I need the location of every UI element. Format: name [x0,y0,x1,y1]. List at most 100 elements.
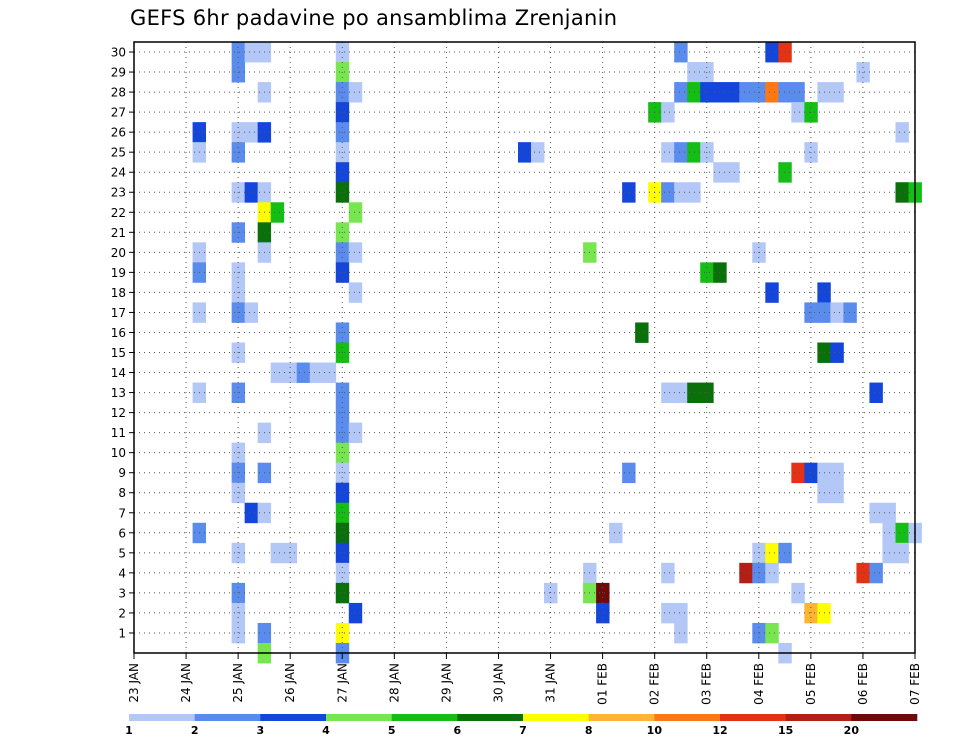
heatmap-cell [739,82,753,103]
heatmap-cell [348,282,363,303]
y-tick-label: 20 [111,246,126,260]
heatmap-cell [335,522,350,544]
colorbar-swatch [720,714,786,721]
colorbar-swatch [129,714,195,721]
grid-lines [134,42,915,653]
y-tick-label: 29 [111,66,126,80]
heatmap-cell [635,322,649,343]
heatmap-cell [270,542,285,564]
heatmap-cell [244,42,259,63]
y-tick-label: 25 [111,146,126,160]
heatmap-cell [791,102,805,123]
heatmap-cell [622,462,636,484]
heatmap-cell [895,182,909,203]
chart-title: GEFS 6hr padavine po ansamblima Zrenjani… [130,6,618,30]
heatmap-cell [869,382,883,403]
heatmap-cell [231,582,246,604]
y-tick-label: 3 [118,586,126,600]
y-tick-label: 16 [111,326,126,340]
heatmap-cell [765,542,779,564]
heatmap-cell [830,82,844,103]
colorbar-tick-label: 2 [191,724,199,737]
heatmap-cell [244,182,259,203]
colorbar-tick-label: 3 [257,724,265,737]
colorbar-swatch [260,714,327,721]
heatmap-cell [830,302,844,323]
heatmap-cell [661,382,675,403]
x-tick-label: 24 JAN [179,663,193,703]
x-tick-label: 02 FEB [648,663,662,705]
heatmap-cell [270,362,285,383]
heatmap-cell [778,42,792,63]
heatmap-cell [348,202,363,223]
heatmap-cell [830,462,844,484]
heatmap-cell [791,462,805,484]
heatmap-cell [739,562,753,584]
heatmap-cell [231,542,246,564]
heatmap-cell [765,282,779,303]
y-tick-label: 6 [118,526,126,540]
colorbar-tick-label: 15 [778,724,793,737]
heatmap-cell [726,82,740,103]
x-tick-label: 30 JAN [491,663,505,703]
heatmap-cell [791,582,805,604]
y-tick-label: 23 [111,186,126,200]
heatmap-cell [309,362,324,383]
heatmap-cell [661,562,675,584]
heatmap-cell [830,482,844,504]
y-axis-ticks: 1234567891011121314151617181920212223242… [111,46,134,640]
heatmap-cell [609,522,623,544]
colorbar-swatch [654,714,721,721]
colorbar-swatch [588,714,655,721]
y-tick-label: 27 [111,106,126,120]
y-tick-label: 1 [118,626,126,640]
heatmap-cell [231,622,246,644]
heatmap-cell [765,562,779,584]
x-tick-label: 03 FEB [700,663,714,705]
heatmap-cell [778,542,792,564]
heatmap-cell [687,382,701,403]
colorbar-tick-label: 12 [712,724,727,737]
y-tick-label: 5 [118,546,126,560]
heatmap-cell [348,602,363,624]
heatmap-cell [335,582,350,604]
heatmap-cell [765,82,779,103]
heatmap-cell [674,602,688,624]
colorbar-swatch [457,714,524,721]
colorbar-swatch [851,714,918,721]
x-tick-label: 27 JAN [335,663,349,703]
heatmap-cell [283,542,298,564]
colorbar-swatch [523,714,589,721]
heatmap-cell [895,542,909,564]
heatmap-cell [765,42,779,63]
y-tick-label: 22 [111,206,126,220]
y-tick-label: 21 [111,226,126,240]
y-tick-label: 8 [118,486,126,500]
x-tick-label: 01 FEB [596,663,610,705]
y-tick-label: 18 [111,286,126,300]
x-tick-label: 04 FEB [752,663,766,705]
colorbar-tick-label: 4 [322,724,330,737]
heatmap-cell [244,302,259,323]
colorbar-tick-label: 20 [844,724,860,737]
heatmap-cell [687,142,701,163]
y-tick-label: 2 [118,606,126,620]
heatmap-cell [596,582,610,604]
heatmap-cell [726,162,740,183]
heatmap-cell [830,342,844,363]
heatmap-cell [661,102,675,123]
x-tick-label: 23 JAN [127,663,141,703]
heatmap-cell [791,82,805,103]
heatmap-cell [843,302,857,323]
y-tick-label: 7 [118,506,126,520]
y-tick-label: 11 [111,426,126,440]
x-tick-label: 26 JAN [283,663,297,703]
heatmap-cell [687,62,701,83]
heatmap-cells [192,42,922,664]
heatmap-cell [231,602,246,624]
heatmap-cell [674,142,688,163]
colorbar-tick-label: 5 [388,724,396,737]
y-tick-label: 30 [111,46,126,60]
heatmap-cell [687,82,701,103]
